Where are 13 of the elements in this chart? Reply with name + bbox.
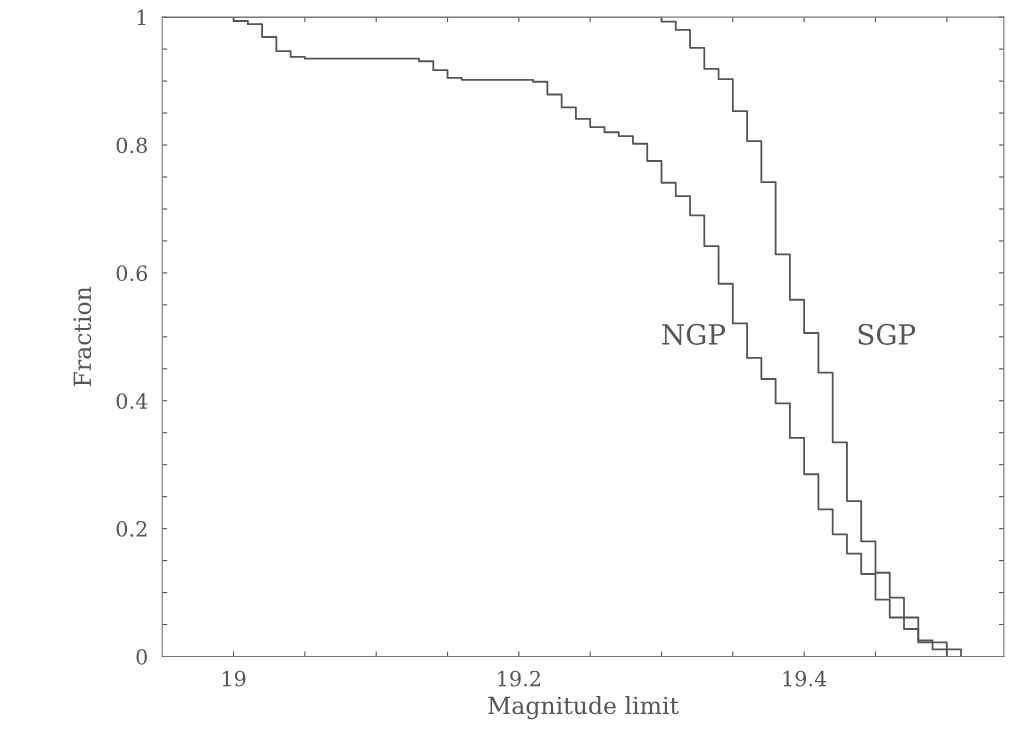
x-tick-label: 19.2 (498, 670, 541, 687)
series-label: SGP (858, 323, 916, 345)
y-tick-label: 0.2 (116, 521, 147, 537)
series-label: NGP (662, 323, 726, 345)
y-tick-label: 0 (136, 648, 147, 665)
y-axis-title: Fraction (73, 286, 92, 387)
y-tick-label: 1 (137, 9, 146, 26)
x-tick-label: 19.4 (783, 670, 827, 687)
x-tick-label: 19 (222, 670, 246, 687)
x-axis-title: Magnitude limit (488, 696, 679, 720)
y-tick-label: 0.8 (116, 137, 147, 154)
y-tick-label: 0.6 (116, 265, 148, 282)
y-tick-label: 0.4 (116, 393, 148, 409)
